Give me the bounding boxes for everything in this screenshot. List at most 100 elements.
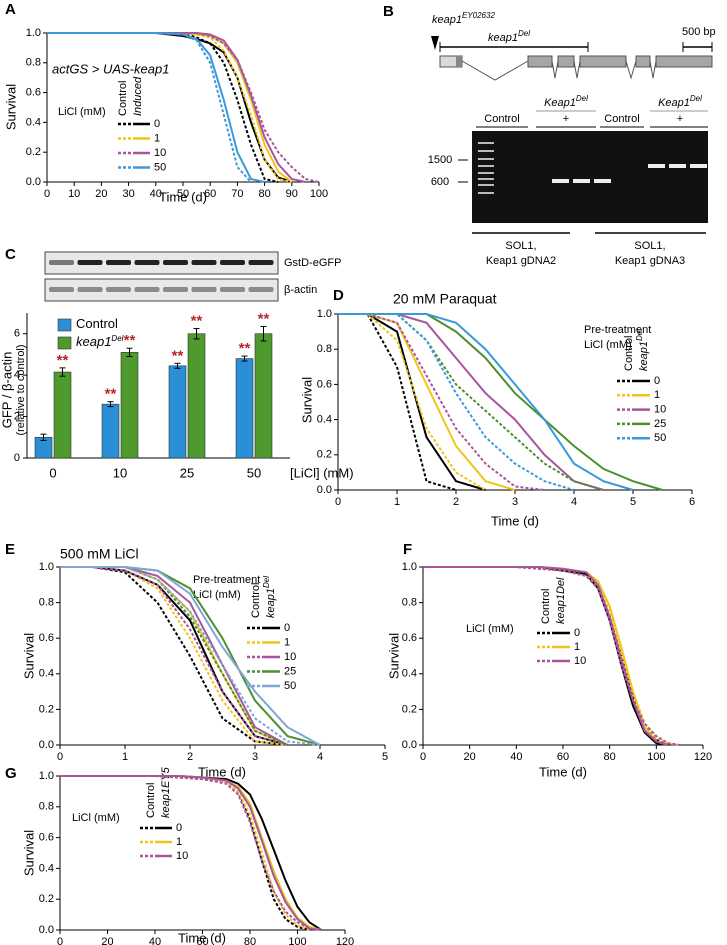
x-tick-label: 60 bbox=[196, 936, 208, 945]
x-tick-label: 100 bbox=[288, 936, 306, 945]
legend-title: LiCl (mM) bbox=[584, 339, 632, 351]
legend-label: 0 bbox=[654, 375, 660, 387]
blot-band bbox=[248, 287, 274, 292]
x-axis-label: Time (d) bbox=[491, 513, 539, 528]
y-tick-label: 1.0 bbox=[39, 561, 54, 573]
label-text: keap1 bbox=[488, 32, 518, 44]
exon bbox=[579, 55, 627, 68]
x-tick-label: 40 bbox=[150, 188, 162, 200]
x-tick-label: 5 bbox=[382, 751, 388, 763]
x-axis-label: Time (d) bbox=[198, 764, 246, 779]
panel-label: F bbox=[403, 541, 412, 558]
panel-label: C bbox=[5, 246, 16, 263]
label-text: Control bbox=[76, 316, 118, 331]
significance-label: ** bbox=[124, 332, 136, 349]
survival-curve bbox=[47, 32, 252, 183]
blot-band bbox=[49, 287, 74, 292]
x-tick-label: 50 bbox=[177, 188, 189, 200]
intron bbox=[461, 60, 529, 81]
y-tick-label: 0.4 bbox=[317, 414, 332, 426]
y-tick-label: 0.6 bbox=[39, 632, 54, 644]
y-tick-label: 0.4 bbox=[26, 116, 41, 128]
scale-label: 500 bp bbox=[682, 26, 716, 38]
exon bbox=[557, 55, 575, 68]
allele-label: keap1EY02632 bbox=[432, 11, 495, 26]
primer-label: Keap1 gDNA3 bbox=[615, 255, 685, 267]
y-tick-label: 0 bbox=[14, 452, 20, 464]
legend-label: 0 bbox=[176, 822, 182, 834]
ladder-band bbox=[478, 172, 494, 174]
survival-curve bbox=[47, 32, 265, 183]
legend-header: Control bbox=[145, 783, 157, 818]
legend-label: 0 bbox=[574, 627, 580, 639]
y-tick-label: 0.6 bbox=[26, 87, 41, 99]
bands bbox=[552, 164, 707, 183]
legend-label: 10 bbox=[176, 850, 188, 862]
legend-header: Induced bbox=[132, 76, 144, 116]
label-text: Keap1 bbox=[658, 97, 690, 109]
insertion-marker bbox=[431, 36, 439, 50]
x-tick-label: 0 bbox=[44, 188, 50, 200]
survival-curve bbox=[338, 313, 634, 491]
y-tick-label: 1.0 bbox=[317, 308, 332, 320]
y-tick-label: 0.2 bbox=[26, 146, 41, 158]
label-text: Control bbox=[117, 81, 129, 116]
ladder-band bbox=[478, 158, 494, 160]
y-tick-label: 0.2 bbox=[39, 893, 54, 905]
blot-band bbox=[134, 287, 160, 292]
legend-label: 50 bbox=[154, 161, 166, 173]
x-tick-label: 2 bbox=[453, 496, 459, 508]
lane-label: Keap1Del bbox=[658, 94, 702, 109]
y-tick-label: 0.2 bbox=[402, 703, 417, 715]
primer-label: SOL1, bbox=[505, 240, 536, 252]
legend-label: 1 bbox=[574, 641, 580, 653]
x-tick-label: 5 bbox=[630, 496, 636, 508]
legend-label: 10 bbox=[284, 651, 296, 663]
y-tick-label: 1.0 bbox=[402, 561, 417, 573]
blot-band bbox=[134, 260, 160, 265]
x-tick-label: 10 bbox=[113, 465, 127, 480]
blot-band bbox=[220, 287, 245, 292]
x-tick-label: 0 bbox=[57, 936, 63, 945]
legend-title: Pre-treatment bbox=[193, 574, 260, 586]
label-sup: Del bbox=[690, 94, 702, 103]
band bbox=[552, 179, 569, 183]
y-tick-label: 0.2 bbox=[317, 449, 332, 461]
legend-title: Pre-treatment bbox=[584, 324, 651, 336]
significance-label: ** bbox=[57, 352, 69, 369]
legend-label: 10 bbox=[654, 404, 666, 416]
legend-swatch bbox=[57, 336, 72, 350]
exon bbox=[655, 55, 713, 68]
legend-label: keap1Del bbox=[76, 334, 124, 350]
legend-label: 25 bbox=[654, 418, 666, 430]
y-tick-label: 0.0 bbox=[317, 484, 332, 496]
x-tick-label: 0 bbox=[57, 751, 63, 763]
panel-label: A bbox=[5, 1, 16, 18]
x-tick-label: 70 bbox=[231, 188, 243, 200]
blot-band bbox=[106, 287, 131, 292]
exon bbox=[456, 56, 462, 67]
bar bbox=[168, 365, 187, 459]
label-text: keap1 bbox=[76, 334, 111, 349]
x-tick-label: 20 bbox=[95, 188, 107, 200]
legend-header: keap1Del bbox=[635, 329, 650, 371]
x-tick-label: 0 bbox=[420, 751, 426, 763]
blot-band bbox=[163, 260, 188, 265]
survival-curve bbox=[423, 566, 669, 746]
blot-band bbox=[49, 260, 74, 265]
x-tick-label: 80 bbox=[258, 188, 270, 200]
label-text: keap1Del bbox=[555, 577, 567, 624]
ladder-band bbox=[478, 142, 494, 144]
lane-label: Control bbox=[484, 113, 519, 125]
label-text: keap1 bbox=[265, 588, 277, 618]
x-tick-label: 3 bbox=[512, 496, 518, 508]
ladder-band bbox=[478, 178, 494, 180]
x-tick-label: 120 bbox=[694, 751, 712, 763]
survival-curve bbox=[338, 313, 457, 491]
legend-swatch bbox=[57, 318, 72, 332]
y-tick-label: 0.0 bbox=[39, 739, 54, 751]
lane-sign: + bbox=[563, 113, 569, 125]
band bbox=[669, 164, 686, 168]
y-axis-label: (relative to control) bbox=[15, 344, 27, 435]
